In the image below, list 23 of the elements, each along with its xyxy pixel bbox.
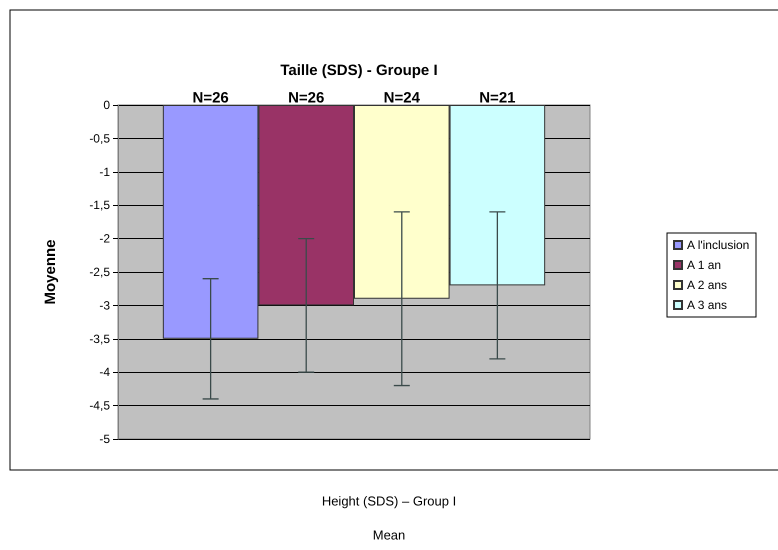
- legend-label: A 3 ans: [687, 298, 728, 312]
- y-tick-label: -1,5: [89, 198, 110, 212]
- annotation: N=24: [384, 90, 421, 106]
- y-tick-label: -4,5: [89, 398, 110, 413]
- annotation: N=26: [192, 90, 229, 106]
- y-tick-label: 0: [103, 98, 110, 112]
- y-tick-label: -0,5: [89, 131, 110, 146]
- y-tick-label: -5: [99, 432, 110, 446]
- y-tick-label: -3,5: [89, 332, 110, 346]
- y-tick-label: -3: [99, 298, 110, 312]
- y-axis-title: Moyenne: [42, 239, 59, 305]
- annotation: N=21: [479, 90, 516, 106]
- legend-label: A 1 an: [687, 258, 722, 272]
- text: Height (SDS) – Group I: [322, 494, 456, 508]
- legend-label: A 2 ans: [687, 278, 728, 292]
- chart-title: Taille (SDS) - Groupe I: [280, 62, 438, 79]
- y-tick-label: -1: [99, 164, 110, 179]
- y-tick-label: -2: [99, 232, 110, 246]
- y-tick-label: -4: [99, 365, 110, 380]
- text: Mean: [372, 528, 406, 542]
- y-tick-label: -2,5: [89, 265, 110, 279]
- annotation: N=26: [288, 90, 324, 106]
- legend-label: A l'inclusion: [687, 238, 750, 252]
